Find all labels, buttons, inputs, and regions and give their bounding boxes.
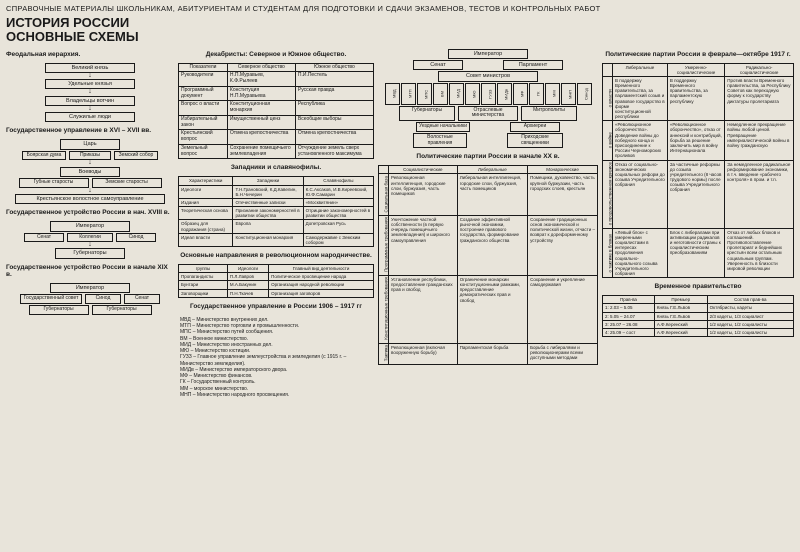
table-narodniki: группыИдеологиГлавный вид деятельности П… [178, 264, 374, 298]
abbr-list: МВД – Министерство внутренних дел.МТП – … [178, 315, 374, 400]
box: Воеводы [60, 167, 120, 177]
table-parties-1917: ЛиберальныеУмеренно-социалистическиеРади… [602, 63, 794, 279]
box: Губернаторы [55, 248, 125, 258]
box: Земские старосты [92, 178, 162, 188]
column-4: Политические партии России в феврале—окт… [602, 49, 794, 400]
sect-narod: Основные направления в революционном нар… [178, 252, 374, 259]
sect-zapad: Западники и славянофилы. [178, 164, 374, 171]
box: Служилые люди [45, 112, 135, 122]
box: Царь [60, 139, 120, 149]
box: Земский собор [114, 151, 158, 161]
box: Митрополиты [521, 106, 577, 122]
sect-decabr: Декабристы: Северное и Южное общество. [178, 51, 374, 58]
box: Губернаторы [92, 305, 152, 315]
table-decabrists: ПоказателиСеверное обществоЮжное обществ… [178, 63, 374, 160]
box: Синод [116, 233, 156, 243]
box: Парламент [503, 60, 563, 70]
box: Архиереи [510, 122, 560, 132]
sect-xviii: Государственное устройство России в нач.… [6, 209, 174, 216]
sect-xvi: Государственное управление в XVI – XVII … [6, 127, 174, 134]
box: Совет министров [438, 71, 538, 81]
table-provisional: Прав-ваПремьерСостав прав-ва 1: 2.03 – 5… [602, 295, 794, 337]
box: Уездные начальники [416, 122, 470, 132]
box: Боярская дума [22, 151, 66, 161]
header-main: ИСТОРИЯ РОССИИОСНОВНЫЕ СХЕМЫ [6, 16, 794, 45]
box: Губернаторы [29, 305, 89, 315]
box: Сенат [24, 233, 64, 243]
box: Губные старосты [19, 178, 89, 188]
box: Синод [85, 294, 121, 304]
sect-1906: Государственное управление в России 1906… [178, 303, 374, 310]
box: Крестьянское волостное самоуправление [15, 194, 165, 204]
sect-parties-1917: Политические партии России в феврале—окт… [602, 51, 794, 58]
sect-feudal: Феодальная иерархия. [6, 51, 174, 58]
column-2: Декабристы: Северное и Южное общество. П… [178, 49, 374, 400]
box: Сенат [124, 294, 160, 304]
table-westerners: ХарактеристикиЗападникиСлавянофилы Идеол… [178, 176, 374, 247]
sect-vrem: Временное правительство [602, 283, 794, 290]
box: Губернаторы [399, 106, 455, 122]
box: Государственный совет [20, 294, 82, 304]
box: Император [50, 283, 130, 293]
box: Сенат [413, 60, 463, 70]
box: Император [50, 221, 130, 231]
box: Волостные правления [413, 133, 467, 149]
box-emperor: Император [448, 49, 528, 59]
box: Отраслевые министерства [458, 106, 518, 122]
box: Приходские священники [507, 133, 563, 149]
sect-parties-xx: Политические партии России в начале XX в… [378, 153, 598, 160]
sect-xix: Государственное устройство России в нача… [6, 264, 174, 278]
column-3: Император Сенат Парламент Совет министро… [378, 49, 598, 400]
table-parties-xx: СоциалистическиеЛиберальныеМонархические… [378, 165, 598, 365]
header-top: СПРАВОЧНЫЕ МАТЕРИАЛЫ ШКОЛЬНИКАМ, АБИТУРИ… [6, 4, 794, 13]
column-1: Феодальная иерархия. Великий князь ↓ Уде… [6, 49, 174, 400]
